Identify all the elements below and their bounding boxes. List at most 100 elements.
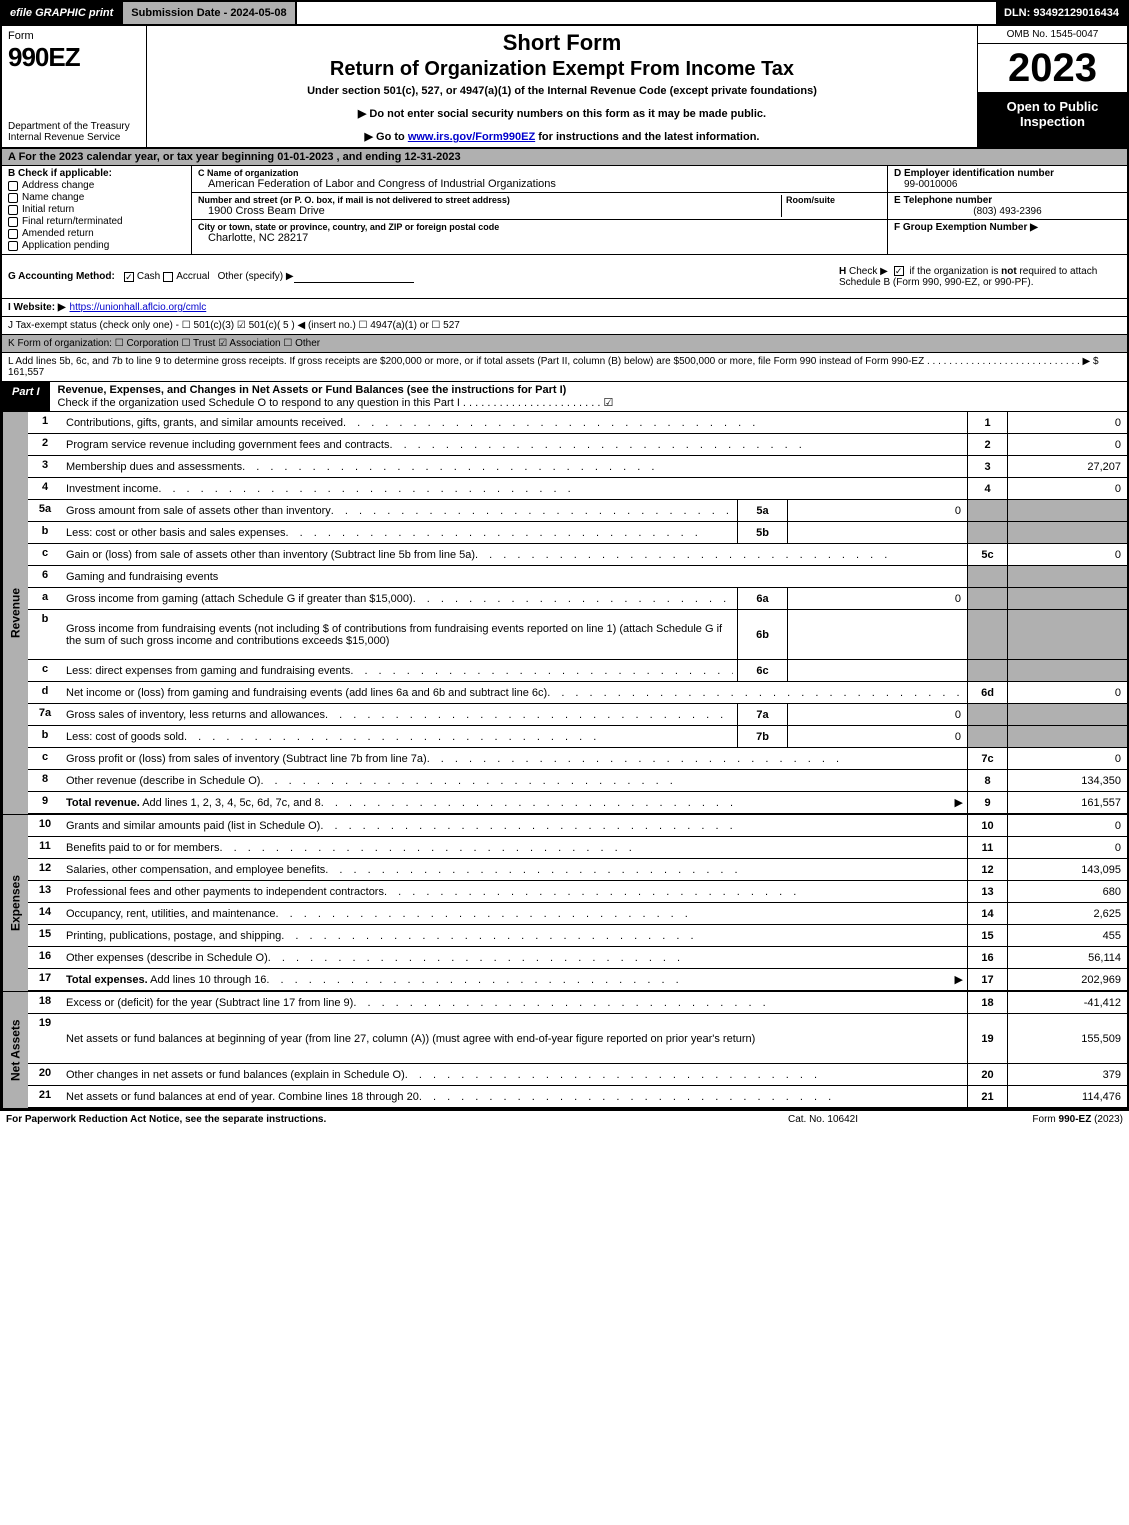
table-row: 2Program service revenue including gover… [28, 434, 1127, 456]
box-def: D Employer identification number 99-0010… [887, 166, 1127, 254]
leader-dots: . . . . . . . . . . . . . . . . . . . . … [242, 461, 963, 473]
irs-link[interactable]: www.irs.gov/Form990EZ [408, 131, 535, 143]
line-value: 27,207 [1007, 456, 1127, 477]
accrual-label: Accrual [176, 271, 209, 282]
line-value: 0 [1007, 434, 1127, 455]
checkbox-icon[interactable] [8, 181, 18, 191]
line-value: 161,557 [1007, 792, 1127, 813]
checkbox-icon[interactable] [8, 205, 18, 215]
leader-dots: . . . . . . . . . . . . . . . . . . . . … [331, 505, 733, 517]
line-description: Gross profit or (loss) from sales of inv… [62, 748, 967, 769]
row-a-calendar-year: A For the 2023 calendar year, or tax yea… [0, 149, 1129, 166]
leader-dots: . . . . . . . . . . . . . . . . . . . . … [475, 549, 963, 561]
line-ref: 3 [967, 456, 1007, 477]
table-row: aGross income from gaming (attach Schedu… [28, 588, 1127, 610]
table-row: 21Net assets or fund balances at end of … [28, 1086, 1127, 1108]
leader-dots: . . . . . . . . . . . . . . . . . . . . … [343, 417, 963, 429]
sub-line-value: 0 [787, 588, 967, 609]
line-number: 20 [28, 1064, 62, 1085]
line-ref [967, 522, 1007, 543]
line-ref: 18 [967, 992, 1007, 1013]
line-description: Other expenses (describe in Schedule O) … [62, 947, 967, 968]
revenue-side-label: Revenue [2, 412, 28, 814]
accrual-checkbox[interactable] [163, 272, 173, 282]
line-number: b [28, 522, 62, 543]
line-description: Gross amount from sale of assets other t… [62, 500, 737, 521]
line-ref: 14 [967, 903, 1007, 924]
table-row: 12Salaries, other compensation, and empl… [28, 859, 1127, 881]
title-short-form: Short Form [503, 30, 622, 56]
line-value: 0 [1007, 478, 1127, 499]
line-value [1007, 660, 1127, 681]
line-ref: 12 [967, 859, 1007, 880]
table-row: bLess: cost of goods sold . . . . . . . … [28, 726, 1127, 748]
line-ref [967, 610, 1007, 659]
website-label: I Website: ▶ [8, 302, 66, 313]
line-ref: 13 [967, 881, 1007, 902]
table-row: dNet income or (loss) from gaming and fu… [28, 682, 1127, 704]
topbar-spacer [297, 2, 996, 24]
line-number: 11 [28, 837, 62, 858]
box-b-option-label: Amended return [22, 228, 94, 239]
line-ref [967, 726, 1007, 747]
line-number: 4 [28, 478, 62, 499]
leader-dots: . . . . . . . . . . . . . . . . . . . . … [320, 820, 963, 832]
accounting-label: G Accounting Method: [8, 271, 115, 282]
row-j: J Tax-exempt status (check only one) - ☐… [0, 317, 1129, 335]
efile-label[interactable]: efile GRAPHIC print [2, 2, 123, 24]
cash-label: Cash [137, 271, 160, 282]
line-description: Gaming and fundraising events [62, 566, 967, 587]
table-row: 8Other revenue (describe in Schedule O) … [28, 770, 1127, 792]
line-number: 15 [28, 925, 62, 946]
table-row: cLess: direct expenses from gaming and f… [28, 660, 1127, 682]
line-value: 155,509 [1007, 1014, 1127, 1063]
line-description: Excess or (deficit) for the year (Subtra… [62, 992, 967, 1013]
line-description: Gross sales of inventory, less returns a… [62, 704, 737, 725]
h-checkbox[interactable] [894, 266, 904, 276]
line-ref: 9 [967, 792, 1007, 813]
header-right: OMB No. 1545-0047 2023 Open to Public In… [977, 26, 1127, 147]
line-ref: 21 [967, 1086, 1007, 1107]
line-number: 5a [28, 500, 62, 521]
table-row: cGain or (loss) from sale of assets othe… [28, 544, 1127, 566]
footer-center: Cat. No. 10642I [723, 1114, 923, 1125]
line-value: 455 [1007, 925, 1127, 946]
name-label: C Name of organization [198, 168, 881, 178]
sub-line-label: 6b [737, 610, 787, 659]
table-row: 20Other changes in net assets or fund ba… [28, 1064, 1127, 1086]
line-ref: 1 [967, 412, 1007, 433]
cash-checkbox[interactable] [124, 272, 134, 282]
line-value: 0 [1007, 815, 1127, 836]
line-value: 143,095 [1007, 859, 1127, 880]
line-description: Other changes in net assets or fund bala… [62, 1064, 967, 1085]
box-b-option: Initial return [8, 204, 185, 215]
checkbox-icon[interactable] [8, 217, 18, 227]
leader-dots: . . . . . . . . . . . . . . . . . . . . … [384, 886, 963, 898]
part-1-subtitle: Check if the organization used Schedule … [58, 397, 614, 409]
sub-line-value: 0 [787, 704, 967, 725]
leader-dots: . . . . . . . . . . . . . . . . . . . . … [419, 1091, 963, 1103]
line-description: Contributions, gifts, grants, and simila… [62, 412, 967, 433]
line-description: Less: cost of goods sold . . . . . . . .… [62, 726, 737, 747]
line-number: 13 [28, 881, 62, 902]
h-label: H [839, 266, 846, 277]
table-row: 3Membership dues and assessments . . . .… [28, 456, 1127, 478]
other-specify-field[interactable] [294, 271, 414, 283]
checkbox-icon[interactable] [8, 241, 18, 251]
line-ref: 20 [967, 1064, 1007, 1085]
room-label: Room/suite [786, 195, 881, 205]
website-link[interactable]: https://unionhall.aflcio.org/cmlc [70, 302, 207, 313]
checkbox-icon[interactable] [8, 229, 18, 239]
table-row: 10Grants and similar amounts paid (list … [28, 815, 1127, 837]
open-to-public: Open to Public Inspection [978, 93, 1127, 147]
checkbox-icon[interactable] [8, 193, 18, 203]
box-b-option-label: Initial return [22, 204, 74, 215]
revenue-section: Revenue 1Contributions, gifts, grants, a… [0, 412, 1129, 815]
leader-dots: . . . . . . . . . . . . . . . . . . . . … [260, 775, 963, 787]
line-value [1007, 610, 1127, 659]
leader-dots: . . . . . . . . . . . . . . . . . . . . … [413, 593, 733, 605]
line-value: 2,625 [1007, 903, 1127, 924]
line-description: Net assets or fund balances at end of ye… [62, 1086, 967, 1107]
line-value: 56,114 [1007, 947, 1127, 968]
line-ref: 16 [967, 947, 1007, 968]
